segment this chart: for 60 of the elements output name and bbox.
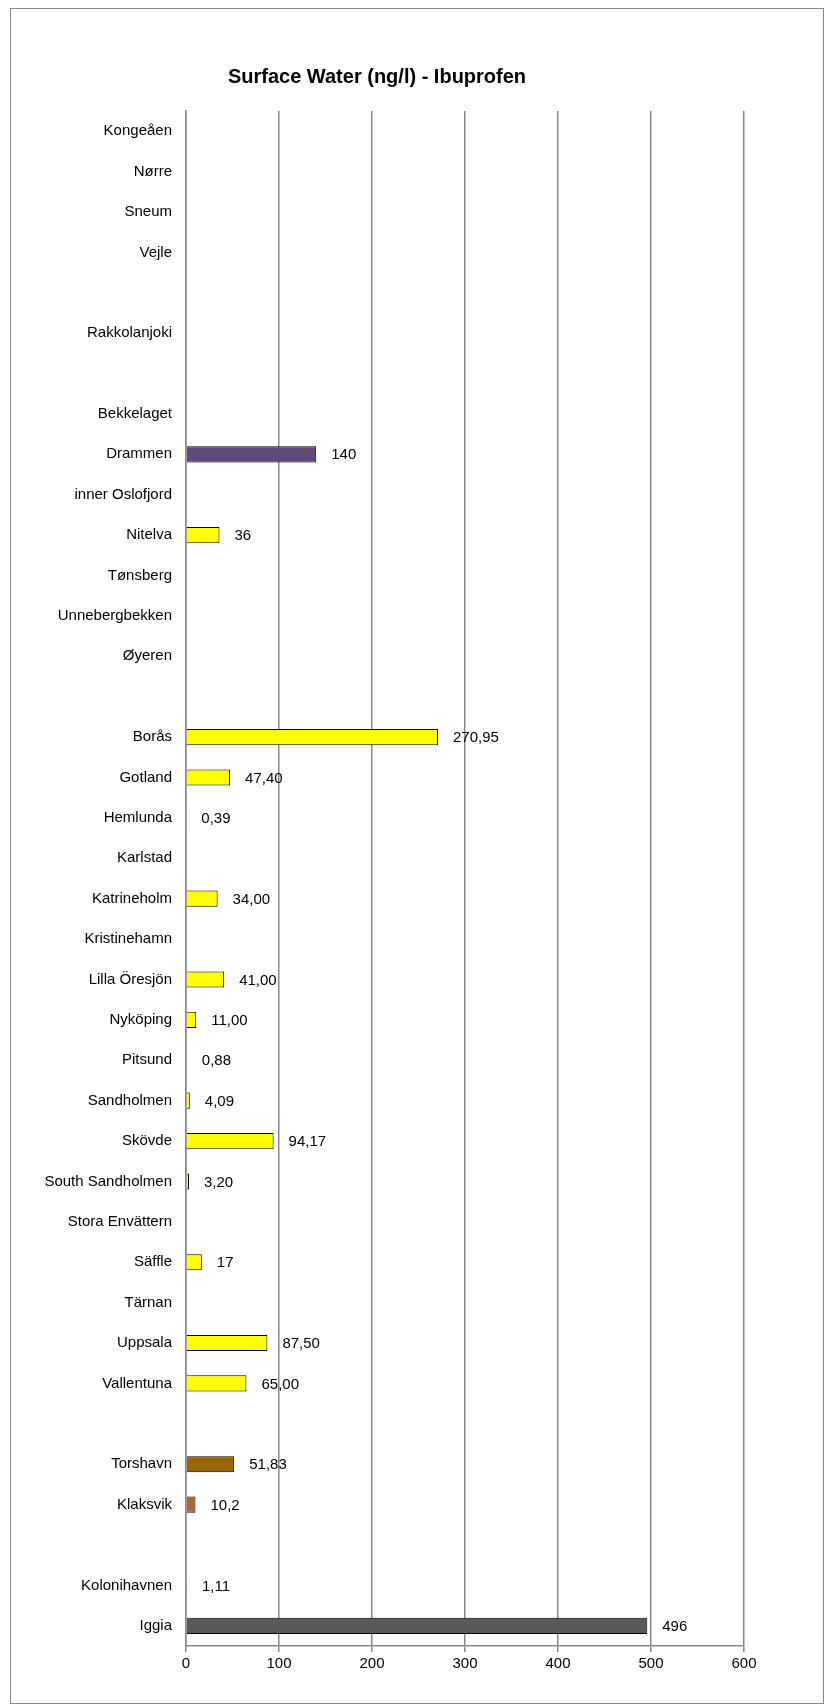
y-tick-label: Øyeren [122,646,172,664]
data-label: 65,00 [261,1374,299,1392]
y-tick-label: Vejle [139,242,172,260]
x-tick-label: 300 [452,1654,478,1672]
y-tick-label: Nørre [133,161,172,179]
y-tick-label: Kongeåen [103,121,172,139]
y-tick-label: Nyköping [109,1010,172,1028]
y-tick-label: Klaksvik [116,1494,173,1512]
y-tick-label: Karlstad [116,848,172,866]
y-tick-label: Uppsala [116,1333,173,1351]
y-tick-label: Tønsberg [107,565,172,583]
y-tick-label: Sandholmen [87,1090,172,1108]
data-label: 51,83 [249,1455,287,1473]
y-tick-label: Kristinehamn [84,929,172,947]
y-tick-label: Kolonihavnen [81,1575,172,1593]
y-tick-label: Pitsund [121,1050,172,1068]
y-tick-label: South Sandholmen [44,1171,172,1189]
data-label: 36 [234,526,252,544]
data-label: 94,17 [288,1132,327,1150]
x-tick-label: 100 [266,1654,292,1672]
y-tick-label: Vallentuna [102,1373,173,1391]
x-tick-label: 0 [181,1654,191,1672]
y-tick-label: Skövde [121,1131,172,1149]
data-label: 0,88 [201,1051,232,1069]
x-tick-label: 400 [545,1654,571,1672]
y-tick-label: Katrineholm [91,888,172,906]
y-tick-label: Rakkolanjoki [86,323,172,341]
y-tick-label: Sneum [124,202,172,220]
data-label: 41,00 [239,970,277,988]
y-tick-label: Borås [132,727,172,745]
data-label: 34,00 [232,889,271,907]
data-label: 270,95 [452,728,499,746]
data-label: 47,40 [245,768,283,786]
data-label: 0,39 [201,809,231,827]
y-tick-label: Säffle [133,1252,172,1270]
x-tick-label: 600 [731,1654,757,1672]
data-label: 11,00 [211,1011,248,1029]
y-tick-label: Bekkelaget [97,404,173,422]
x-tick-label: 200 [359,1654,385,1672]
y-tick-label: Torshavn [111,1454,172,1472]
data-label: 4,09 [204,1091,235,1109]
data-label: 10,2 [210,1495,240,1513]
y-tick-label: Hemlunda [103,808,173,826]
y-tick-label: Iggia [139,1615,173,1633]
data-label: 17 [216,1253,234,1271]
x-tick-label: 500 [638,1654,664,1672]
y-tick-label: Unnebergbekken [57,606,172,624]
y-tick-label: Drammen [106,444,172,462]
y-tick-label: Gotland [119,767,172,785]
y-tick-label: Tärnan [124,1292,172,1310]
data-label: 87,50 [282,1334,320,1352]
data-label: 3,20 [203,1172,234,1190]
y-tick-label: Lilla Öresjön [88,969,172,987]
y-tick-label: Stora Envättern [67,1212,172,1229]
data-label: 140 [331,445,357,463]
y-tick-label: Nitelva [126,525,173,543]
chart-title: Surface Water (ng/l) - Ibuprofen [227,64,527,87]
data-label: 1,11 [202,1576,231,1594]
data-label: 496 [662,1616,688,1634]
y-tick-label: inner Oslofjord [74,484,172,502]
